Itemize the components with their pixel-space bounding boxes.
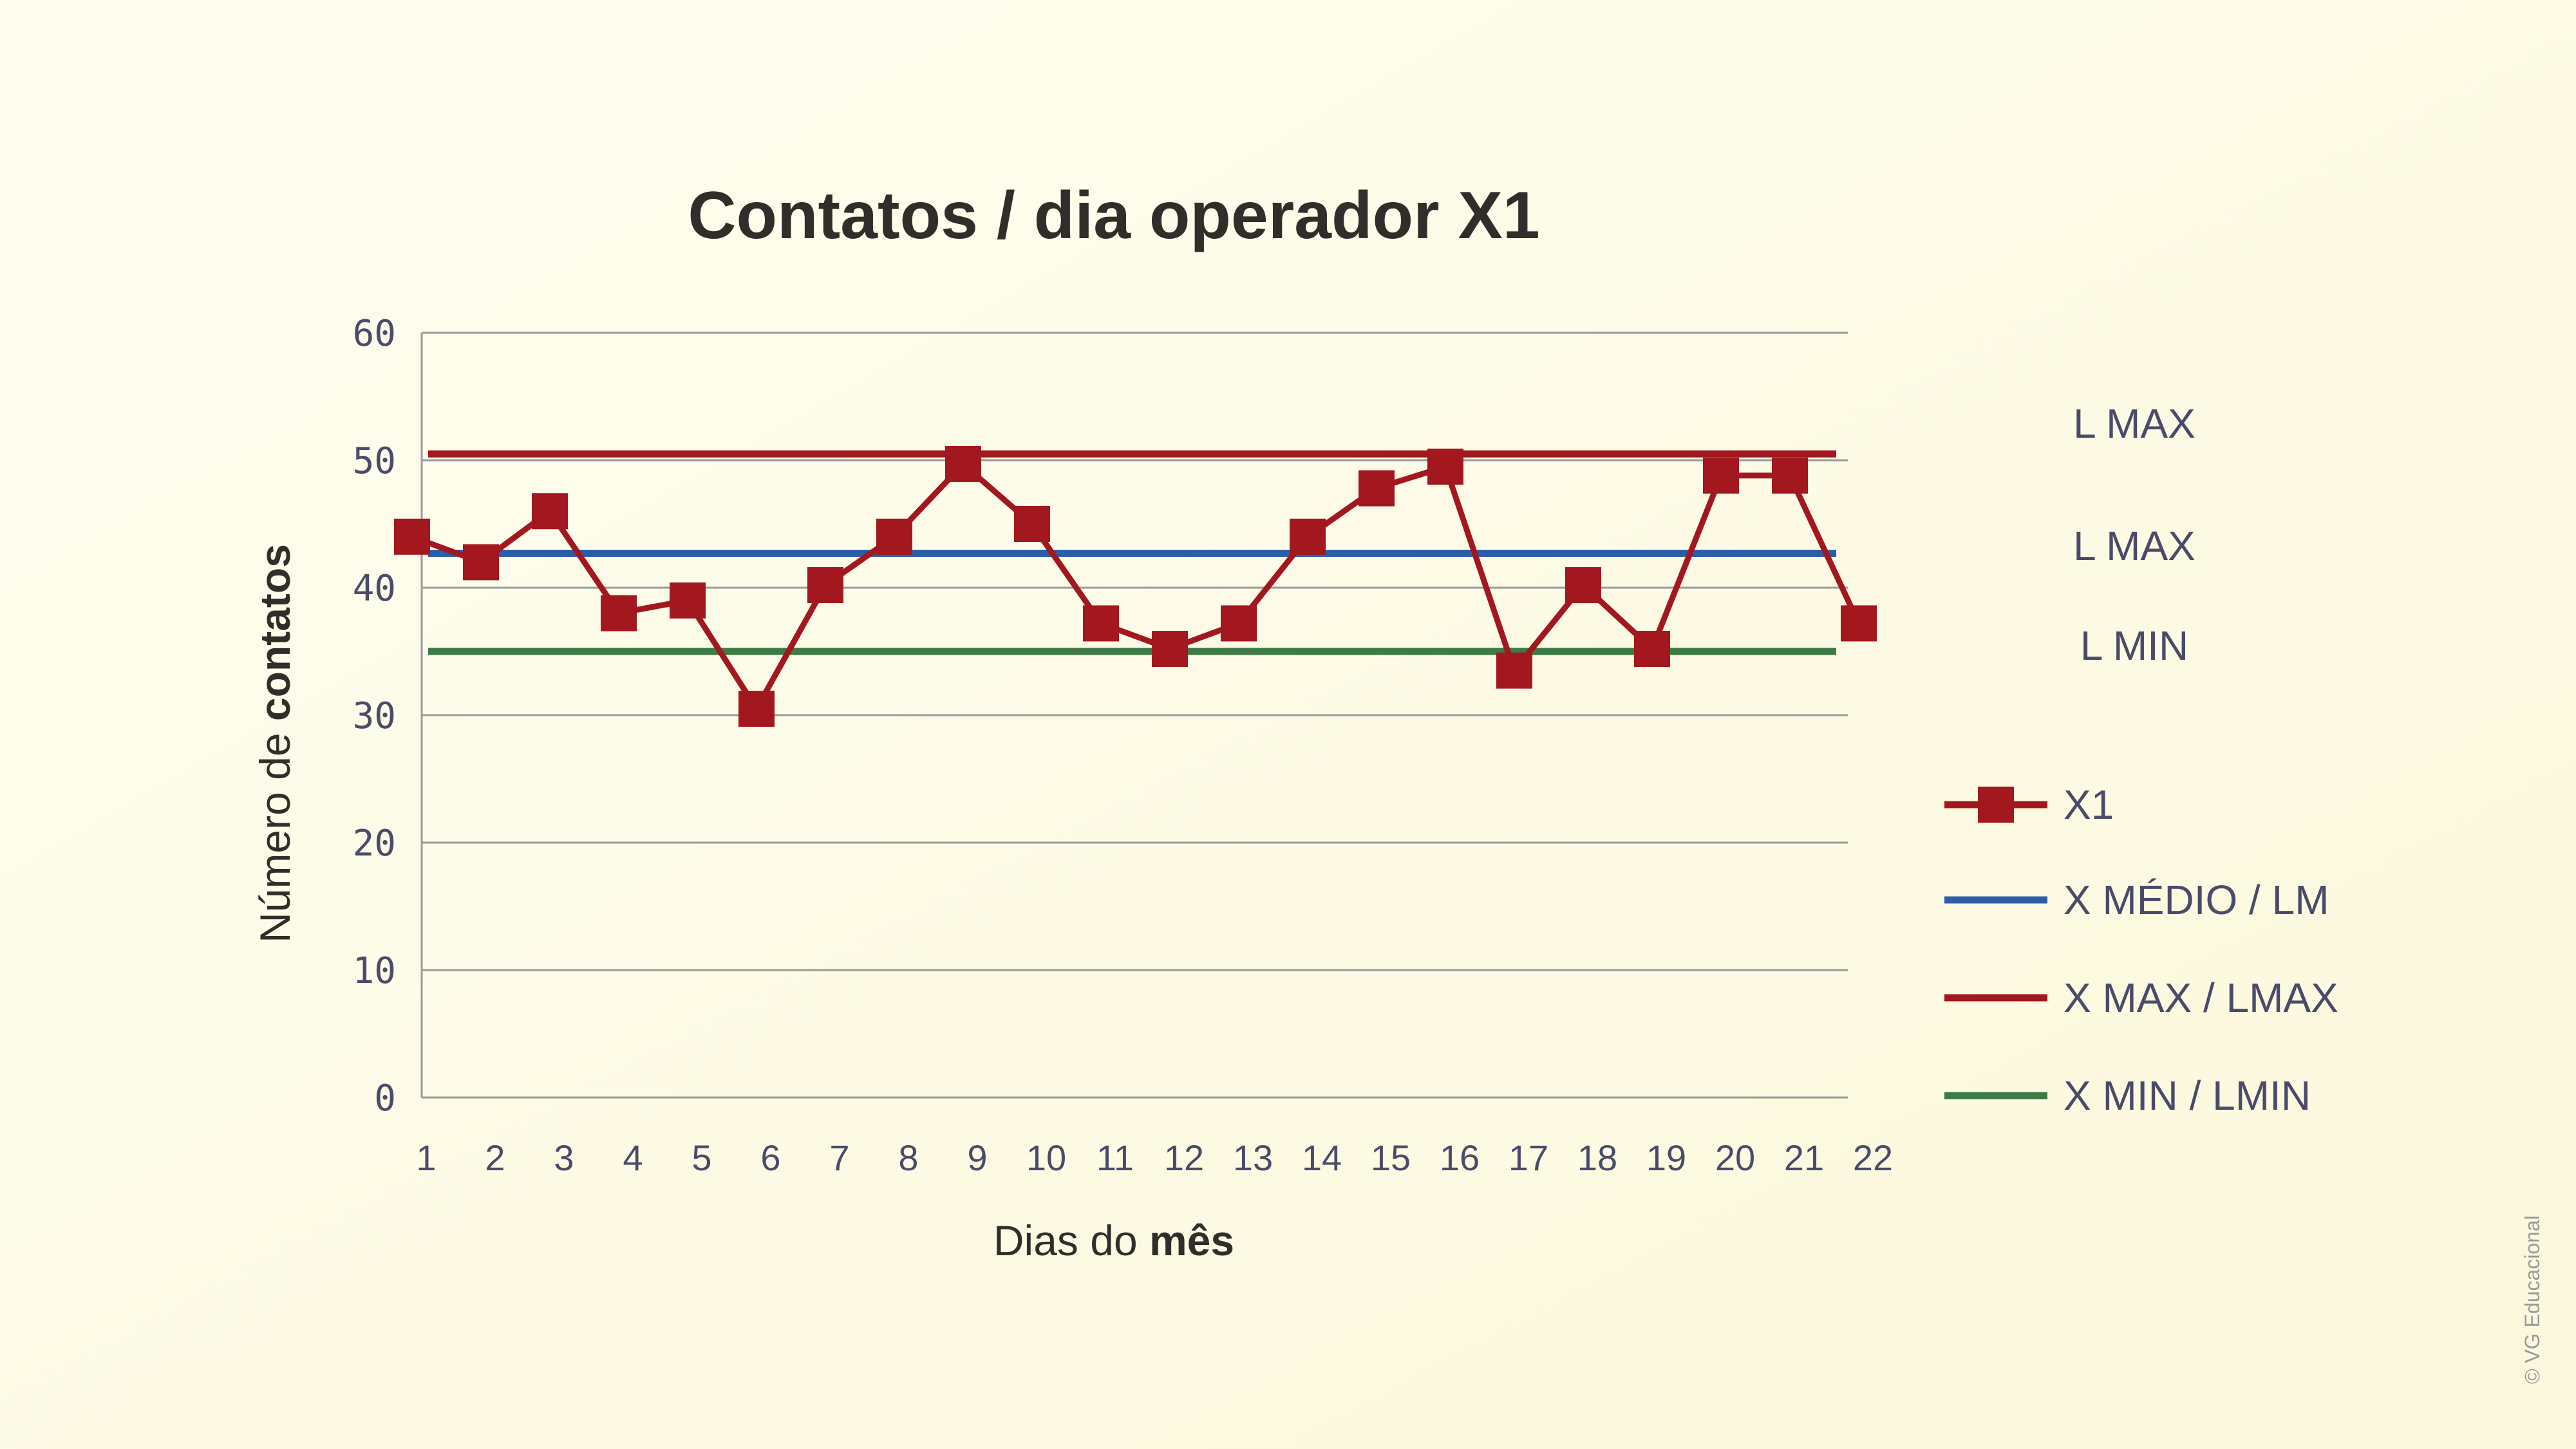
x1-data-point (1014, 506, 1050, 542)
y-tick-labels: 0 10 20 30 40 50 60 (353, 313, 396, 1119)
x1-data-point (945, 445, 981, 482)
x1-data-point (601, 595, 637, 631)
y-tick-label: 60 (353, 313, 396, 355)
legend-label: X1 (2064, 781, 2114, 828)
x1-data-point (1841, 605, 1877, 642)
gridlines (420, 332, 1848, 1099)
reference-lines (428, 450, 1836, 655)
x1-data-point (738, 691, 775, 727)
x-tick-label: 4 (623, 1137, 643, 1178)
x-tick-label: 1 (416, 1137, 436, 1178)
legend-label: X MÉDIO / LM (2064, 877, 2329, 923)
y-axis-label: Número de contatos (251, 544, 299, 943)
legend: X1 X MÉDIO / LM X MAX / LMAX X MIN / LMIN (1944, 781, 2338, 1119)
x1-data-point (1496, 652, 1532, 689)
x1-data-point (1221, 605, 1257, 642)
x1-series (394, 445, 1877, 727)
x1-data-point (1359, 470, 1395, 507)
y-tick-label: 30 (353, 695, 396, 737)
legend-label: X MAX / LMAX (2064, 975, 2338, 1021)
x1-data-point (1772, 457, 1808, 494)
x-tick-label: 17 (1509, 1137, 1548, 1178)
x1-data-point (532, 493, 568, 530)
x-tick-label: 10 (1026, 1137, 1066, 1178)
y-tick-label: 20 (353, 823, 396, 865)
x1-series-line (411, 461, 1862, 712)
x-tick-label: 7 (829, 1137, 849, 1178)
x-tick-label: 3 (554, 1137, 574, 1178)
copyright-text: © VG Educacional (2521, 1215, 2544, 1384)
x1-data-point (394, 518, 430, 555)
x1-data-point (1703, 457, 1739, 494)
reference-line-label: L MAX (2073, 523, 2195, 569)
x1-data-point (1152, 631, 1188, 668)
x1-data-point (1290, 518, 1326, 555)
y-tick-label: 50 (353, 440, 396, 482)
legend-swatch-marker (1978, 787, 2014, 823)
x-tick-label: 13 (1233, 1137, 1273, 1178)
y-tick-label: 10 (353, 950, 396, 992)
x1-data-point (463, 544, 499, 581)
x1-data-point (807, 567, 843, 604)
x-tick-labels: 1 2 3 4 5 6 7 8 9 10 11 12 13 14 15 16 17 18 19 20 21 22 (416, 1137, 1893, 1178)
x1-data-point (1083, 605, 1119, 642)
x-tick-label: 12 (1164, 1137, 1204, 1178)
x-tick-label: 16 (1440, 1137, 1480, 1178)
x1-data-point (1565, 567, 1601, 604)
x1-data-point (1427, 448, 1463, 485)
y-tick-label: 0 (374, 1078, 396, 1119)
x-tick-label: 20 (1715, 1137, 1755, 1178)
y-tick-label: 40 (353, 568, 396, 610)
x-tick-label: 9 (967, 1137, 987, 1178)
x-tick-label: 8 (898, 1137, 918, 1178)
legend-label: X MIN / LMIN (2064, 1072, 2311, 1119)
x-tick-label: 14 (1302, 1137, 1342, 1178)
x-tick-label: 21 (1784, 1137, 1824, 1178)
reference-line-label: L MAX (2073, 400, 2195, 447)
x1-data-point (1634, 631, 1670, 668)
x-tick-label: 2 (485, 1137, 505, 1178)
x1-data-point (876, 518, 912, 555)
x-tick-label: 5 (691, 1137, 711, 1178)
reference-line-label: L MIN (2080, 622, 2188, 669)
reference-line-labels: L MAX L MAX L MIN (2073, 400, 2195, 669)
x-tick-label: 19 (1646, 1137, 1686, 1178)
x-axis-label: Dias do mês (993, 1217, 1234, 1264)
x-tick-label: 22 (1853, 1137, 1893, 1178)
x-tick-label: 11 (1096, 1137, 1134, 1178)
x1-data-point (670, 582, 706, 619)
x-tick-label: 15 (1371, 1137, 1411, 1178)
chart-title: Contatos / dia operador X1 (688, 178, 1539, 253)
x-tick-label: 18 (1577, 1137, 1617, 1178)
x-tick-label: 6 (760, 1137, 780, 1178)
